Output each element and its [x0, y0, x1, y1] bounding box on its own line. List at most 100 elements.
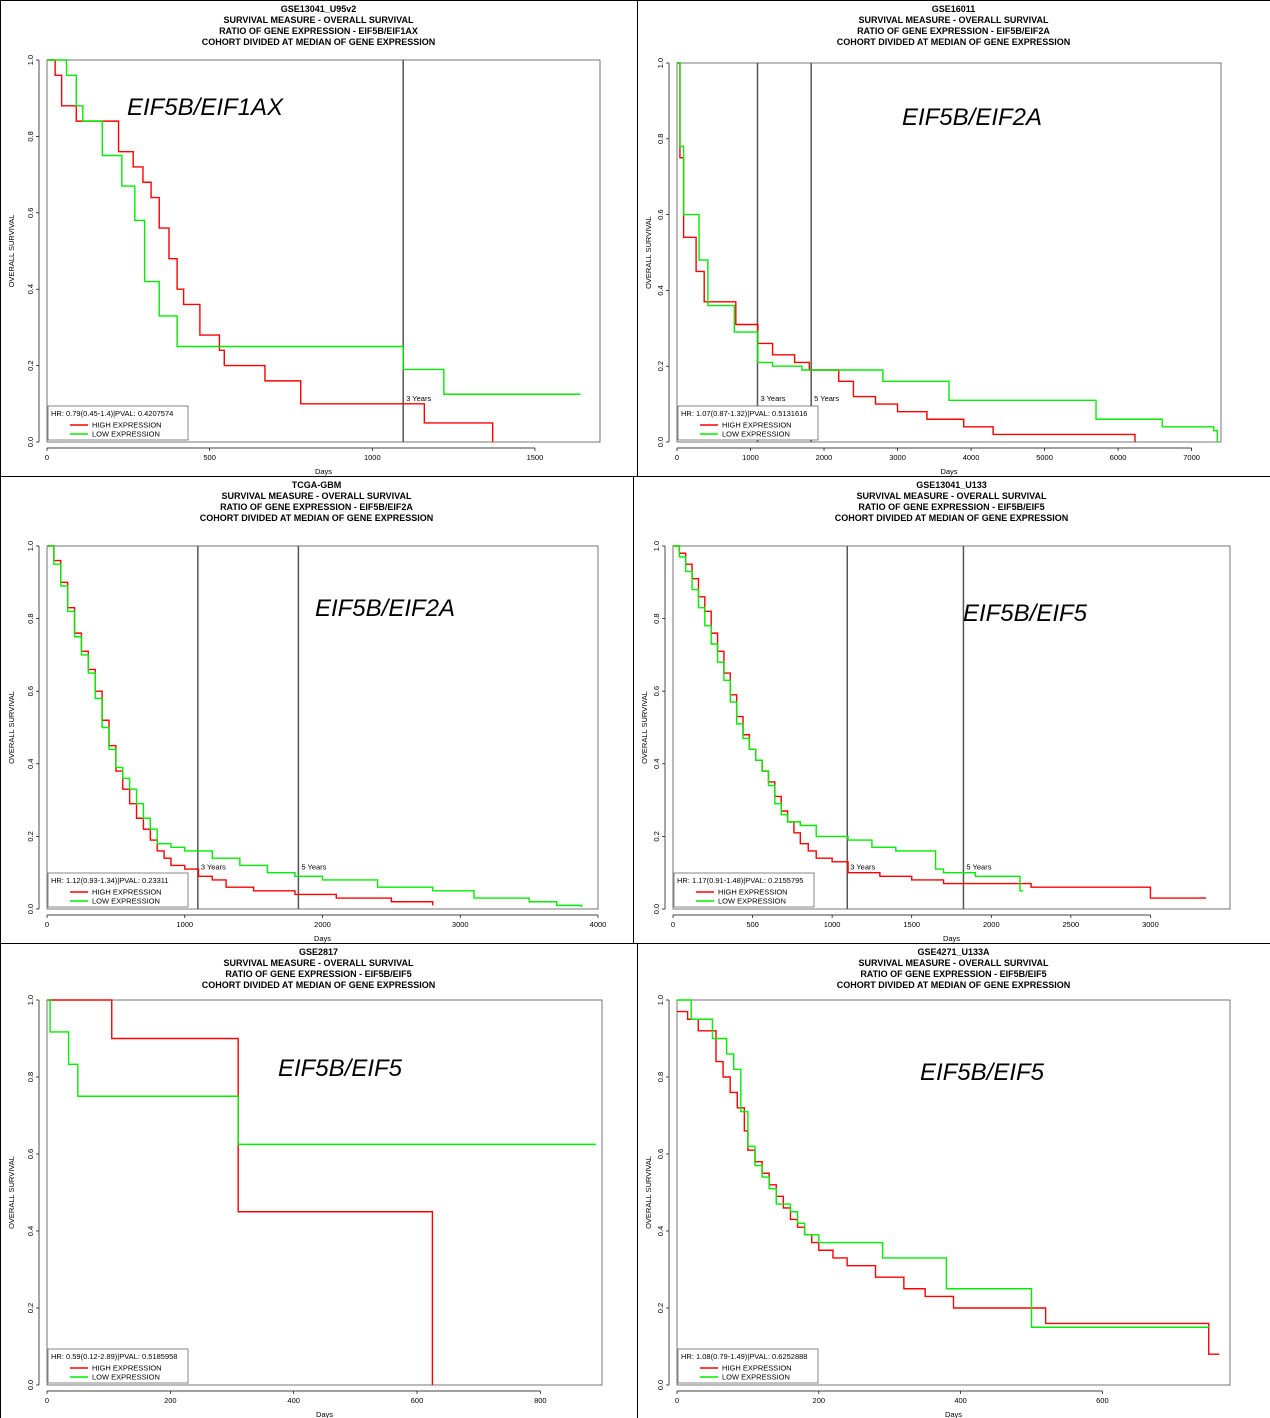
chart2-plot-frame [676, 62, 1222, 443]
chart4-xtick-label-0: 0 [671, 920, 675, 929]
chart3-ytick-label-0: 0.0 [26, 904, 35, 914]
chart3-xtick-label-3: 3000 [452, 920, 469, 929]
chart5-legend-label-low: LOW EXPRESSION [92, 1373, 160, 1382]
table-border-top [0, 0, 1270, 1]
chart2-xtick-label-6: 6000 [1110, 453, 1127, 462]
chart2-ytick-label-2: 0.4 [656, 285, 665, 295]
chart3-gene-ratio-label: EIF5B/EIF2A [315, 595, 455, 622]
chart4-xtick-label-6: 3000 [1142, 920, 1159, 929]
chart2-year-marker-label-2: 5 Years [814, 394, 839, 403]
chart4-title-line-1: GSE13041_U133 [916, 480, 987, 490]
chart4-title-line-4: COHORT DIVIDED AT MEDIAN OF GENE EXPRESS… [835, 513, 1069, 523]
table-border-vertical-top [637, 0, 638, 476]
chart5-ytick-label-1: 0.2 [26, 1303, 35, 1313]
chart3-ylabel: OVERALL SURVIVAL [7, 691, 16, 764]
chart6-xtick-label-3: 600 [1096, 1396, 1109, 1405]
chart3-title-line-4: COHORT DIVIDED AT MEDIAN OF GENE EXPRESS… [200, 513, 434, 523]
chart6-ytick-label-0: 0.0 [656, 1380, 665, 1390]
chart5-xtick-label-0: 0 [45, 1396, 49, 1405]
km-chart-panel-2: GSE16011 SURVIVAL MEASURE - OVERALL SURVI… [637, 0, 1270, 476]
chart6-ytick-label-4: 0.8 [656, 1072, 665, 1082]
chart6-ytick-label-3: 0.6 [656, 1149, 665, 1159]
chart2-legend-label-high: HIGH EXPRESSION [722, 421, 792, 430]
chart1-series-low-expression-line [47, 59, 581, 395]
chart3-plot-frame [46, 545, 599, 910]
chart2-series-low-expression-line [677, 62, 1219, 442]
chart4-legend-label-high: HIGH EXPRESSION [718, 888, 788, 897]
chart4-xtick-label-5: 2500 [1063, 920, 1080, 929]
chart6-series-low-expression-line [677, 999, 1209, 1328]
chart1-xlabel: Days [315, 467, 332, 476]
chart1-hr-pval-text: HR: 0.79(0.45-1.4)|PVAL: 0.4207574 [51, 409, 173, 418]
chart2-xtick-label-0: 0 [675, 453, 679, 462]
chart4-title-line-2: SURVIVAL MEASURE - OVERALL SURVIVAL [856, 491, 1047, 501]
chart4-ytick-label-0: 0.0 [652, 904, 661, 914]
chart1-title-line-3: RATIO OF GENE EXPRESSION - EIF5B/EIF1AX [219, 26, 418, 36]
chart1-ylabel: OVERALL SURVIVAL [7, 215, 16, 288]
km-chart-panel-6: GSE4271_U133A SURVIVAL MEASURE - OVERALL … [637, 943, 1270, 1418]
chart5-series-high-expression-line [47, 999, 434, 1385]
chart1-gene-ratio-label: EIF5B/EIF1AX [127, 94, 284, 121]
chart5-series-low-expression-line [47, 999, 596, 1146]
chart2-xtick-label-4: 4000 [963, 453, 980, 462]
chart3-xtick-label-4: 4000 [590, 920, 607, 929]
chart5-ylabel: OVERALL SURVIVAL [7, 1156, 16, 1229]
chart5-xtick-label-1: 200 [164, 1396, 177, 1405]
chart4-title-line-3: RATIO OF GENE EXPRESSION - EIF5B/EIF5 [858, 502, 1044, 512]
chart6-xtick-label-2: 400 [954, 1396, 967, 1405]
chart4-xtick-label-1: 500 [746, 920, 759, 929]
chart3-ytick-label-3: 0.6 [26, 686, 35, 696]
chart3-title-line-1: TCGA-GBM [292, 480, 342, 490]
chart4-gene-ratio-label: EIF5B/EIF5 [963, 600, 1088, 627]
chart6-ytick-label-1: 0.2 [656, 1303, 665, 1313]
chart6-title-line-1: GSE4271_U133A [917, 947, 990, 957]
chart3-series-low-expression-line [47, 545, 583, 908]
chart3-legend-label-high: HIGH EXPRESSION [92, 888, 162, 897]
chart3-xlabel: Days [314, 934, 331, 943]
chart6-ytick-label-2: 0.4 [656, 1226, 665, 1236]
chart4-series-low-expression-line [673, 545, 1024, 892]
chart3-hr-pval-text: HR: 1.12(0.93-1.34)|PVAL: 0.23311 [51, 876, 169, 885]
km-chart-panel-3: TCGA-GBM SURVIVAL MEASURE - OVERALL SURVI… [0, 476, 633, 943]
chart2-xtick-label-3: 3000 [889, 453, 906, 462]
chart3-xtick-label-1: 1000 [176, 920, 193, 929]
chart4-ytick-label-2: 0.4 [652, 759, 661, 769]
chart1-xtick-label-0: 0 [45, 453, 49, 462]
chart3-xtick-label-0: 0 [45, 920, 49, 929]
chart1-xtick-label-1: 500 [203, 453, 216, 462]
chart2-title-line-1: GSE16011 [932, 4, 976, 14]
chart5-plot-frame [46, 999, 603, 1386]
chart2-ytick-label-4: 0.8 [656, 134, 665, 144]
chart5-xtick-label-2: 400 [287, 1396, 300, 1405]
chart6-title-line-2: SURVIVAL MEASURE - OVERALL SURVIVAL [858, 958, 1049, 968]
chart2-xlabel: Days [940, 467, 957, 476]
chart4-xtick-label-2: 1000 [824, 920, 841, 929]
chart5-legend-label-high: HIGH EXPRESSION [92, 1364, 162, 1373]
chart2-title-line-2: SURVIVAL MEASURE - OVERALL SURVIVAL [858, 15, 1049, 25]
chart4-year-marker-label-1: 3 Years [850, 863, 875, 872]
chart4-xtick-label-4: 2000 [983, 920, 1000, 929]
chart2-ytick-label-5: 1.0 [656, 58, 665, 68]
chart2-ytick-label-3: 0.6 [656, 209, 665, 219]
chart3-ytick-label-5: 1.0 [26, 541, 35, 551]
chart5-title-line-3: RATIO OF GENE EXPRESSION - EIF5B/EIF5 [225, 969, 411, 979]
chart3-ytick-label-1: 0.2 [26, 831, 35, 841]
chart1-legend-box [47, 405, 189, 441]
chart3-legend-label-low: LOW EXPRESSION [92, 897, 160, 906]
chart2-series-high-expression-line [677, 62, 1136, 442]
chart4-ytick-label-4: 0.8 [652, 613, 661, 623]
table-border-horizontal-1 [0, 476, 1270, 477]
chart3-year-marker-label-1: 3 Years [201, 863, 226, 872]
chart5-gene-ratio-label: EIF5B/EIF5 [278, 1055, 403, 1082]
chart2-ylabel: OVERALL SURVIVAL [644, 216, 653, 289]
chart6-title-line-4: COHORT DIVIDED AT MEDIAN OF GENE EXPRESS… [837, 980, 1071, 990]
chart5-hr-pval-text: HR: 0.59(0.12-2.89)|PVAL: 0.5185958 [51, 1352, 177, 1361]
chart1-ytick-label-1: 0.2 [26, 360, 35, 370]
km-chart-panel-5: GSE2817 SURVIVAL MEASURE - OVERALL SURVIV… [0, 943, 637, 1418]
chart6-ylabel: OVERALL SURVIVAL [644, 1156, 653, 1229]
chart1-xtick-label-3: 1500 [527, 453, 544, 462]
chart6-legend-label-high: HIGH EXPRESSION [722, 1364, 792, 1373]
